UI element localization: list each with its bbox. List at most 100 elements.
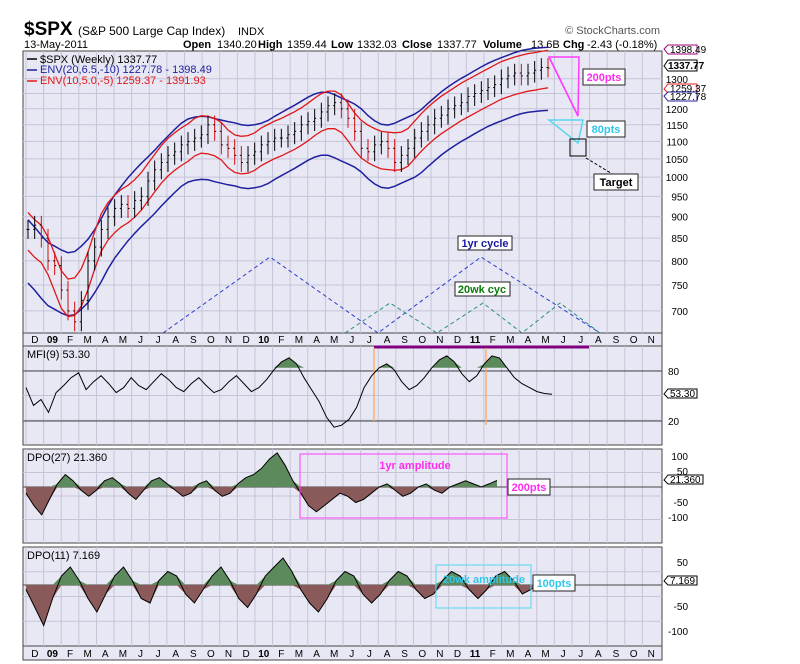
- x-tick-label: D: [454, 335, 461, 346]
- 1yr-amplitude-box: [299, 453, 508, 519]
- exchange-label: INDX: [238, 26, 265, 38]
- mfi-legend: MFI(9) 53.30: [27, 349, 90, 361]
- low-label: Low: [331, 39, 353, 51]
- env10-upper-line: [27, 49, 549, 280]
- 20wk-amplitude-label: 20wk amplitude: [443, 574, 525, 586]
- high-value: 1359.44: [287, 39, 327, 51]
- open-value: 1340.20: [217, 39, 257, 51]
- open-label: Open: [183, 39, 211, 51]
- env10-lower-line: [27, 87, 549, 318]
- x-tick-label: M: [541, 335, 549, 346]
- dpo27-tick-100: 100: [671, 452, 688, 463]
- x-tick-label: A: [313, 335, 320, 346]
- x-tick-label: M: [330, 335, 338, 346]
- dpo11-positive-fill: [26, 558, 540, 585]
- x-tick-label: A: [595, 649, 602, 660]
- env20-lower-line: [27, 109, 549, 317]
- dpo27-legend: DPO(27) 21.360: [27, 452, 107, 464]
- y-tick-label: 900: [671, 213, 688, 224]
- x-tick-label: A: [313, 649, 320, 660]
- target-label: Target: [600, 177, 633, 189]
- mfi-tick-80: 80: [668, 367, 680, 378]
- 1yr-cycle-label-box: [457, 235, 513, 251]
- tag-env10-lower: 1259.37: [670, 84, 707, 95]
- x-tick-label: A: [525, 649, 532, 660]
- x-tick-label: 09: [47, 335, 59, 346]
- legend-spx: $SPX (Weekly) 1337.77: [40, 54, 157, 66]
- price-legend: $SPX (Weekly) 1337.77 ENV(20,6.5,-10) 12…: [27, 54, 212, 87]
- x-tick-label: A: [172, 335, 179, 346]
- dpo11-tick-50: 50: [677, 558, 689, 569]
- x-tick-label: N: [648, 335, 655, 346]
- site-credit: © StockCharts.com: [565, 25, 660, 37]
- y-axis-labels: 7007508008509009501000105011001150120012…: [666, 75, 689, 318]
- dpo11-tick-m50: -50: [674, 602, 689, 613]
- 200pts-label: 200pts: [587, 72, 622, 84]
- 20wk-amplitude-box: [435, 564, 532, 609]
- x-tick-label: J: [561, 649, 566, 660]
- x-tick-label: D: [243, 649, 250, 660]
- mfi-line: [25, 355, 553, 428]
- low-value: 1332.03: [357, 39, 397, 51]
- 1yr-amplitude-label: 1yr amplitude: [379, 460, 451, 472]
- 200pts-label-box: [582, 68, 626, 86]
- x-tick-label: O: [418, 335, 426, 346]
- y-tick-label: 1100: [666, 137, 688, 148]
- dpo27-tick-m100: -100: [668, 513, 688, 524]
- mfi-tick-20: 20: [668, 417, 680, 428]
- x-tick-label: N: [436, 335, 443, 346]
- x-tick-label: A: [172, 649, 179, 660]
- x-tick-label: J: [349, 335, 354, 346]
- x-tick-label: O: [207, 335, 215, 346]
- y-tick-label: 850: [671, 234, 688, 245]
- x-tick-label: J: [561, 335, 566, 346]
- high-label: High: [258, 39, 283, 51]
- x-tick-label: M: [119, 335, 127, 346]
- x-tick-label: F: [67, 335, 73, 346]
- dpo27-positive-fill: [26, 452, 497, 487]
- x-tick-label: J: [156, 649, 161, 660]
- y-tick-label: 750: [671, 281, 688, 292]
- x-tick-label: D: [243, 335, 250, 346]
- tag-close: 1337.77: [668, 61, 705, 72]
- x-tick-label: M: [330, 649, 338, 660]
- x-tick-label: F: [490, 649, 496, 660]
- x-tick-label: S: [190, 335, 197, 346]
- dpo27-value-tag: 21.360: [670, 475, 701, 486]
- x-tick-label: J: [578, 335, 583, 346]
- 1yr-cycle-label: 1yr cycle: [461, 238, 508, 250]
- x-tick-label: M: [83, 335, 91, 346]
- x-tick-label: J: [138, 649, 143, 660]
- y-tick-label: 700: [671, 307, 688, 318]
- y-tick-label: 1200: [666, 105, 689, 116]
- x-tick-label: M: [295, 649, 303, 660]
- target-label-box: [593, 173, 639, 191]
- tag-env20-upper: 1398.49: [670, 45, 707, 56]
- x-tick-label: D: [31, 649, 38, 660]
- chg-value: -2.43 (-0.18%): [587, 39, 657, 51]
- x-tick-label: M: [295, 335, 303, 346]
- x-tick-label: S: [401, 649, 408, 660]
- x-tick-label: M: [506, 649, 514, 660]
- x-tick-label: A: [102, 649, 109, 660]
- dpo27-line: [25, 452, 498, 516]
- quote-line: Open 1340.20 High 1359.44 Low 1332.03 Cl…: [183, 39, 657, 51]
- 20wk-cycle-label-box: [454, 281, 511, 297]
- index-name: (S&P 500 Large Cap Index): [78, 24, 225, 38]
- x-tick-label: M: [83, 649, 91, 660]
- x-tick-label: F: [67, 649, 73, 660]
- x-tick-label: O: [630, 335, 638, 346]
- x-axis-labels-bottom: D 09 F M A M J J A S O N D 10 F M A M J J A S O N D 11 F M A M J J A S O N: [31, 649, 655, 660]
- x-tick-label: M: [541, 649, 549, 660]
- x-tick-label: 09: [47, 649, 59, 660]
- x-tick-label: S: [401, 335, 408, 346]
- mfi-overbought-fill: [26, 355, 552, 368]
- x-tick-label: J: [367, 335, 372, 346]
- dpo11-100pts-box: [532, 574, 576, 592]
- x-tick-label: M: [119, 649, 127, 660]
- tag-env20-lower: 1227.78: [670, 92, 707, 103]
- dpo27-tick-m50: -50: [674, 498, 689, 509]
- y-tick-label: 1000: [666, 173, 689, 184]
- x-tick-label: F: [278, 649, 284, 660]
